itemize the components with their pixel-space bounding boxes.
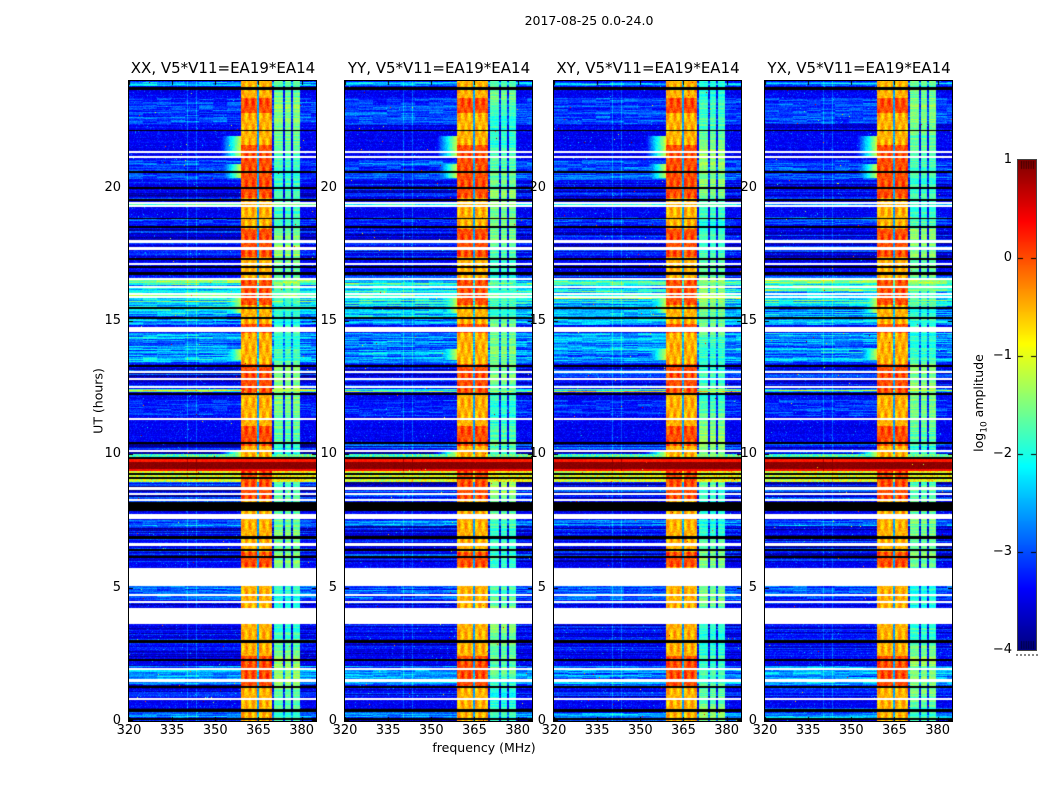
y-tick-label: 15 — [320, 313, 337, 328]
x-tick-label: 365 — [671, 723, 696, 738]
y-tick-label: 10 — [104, 446, 121, 462]
x-tick-label: 320 — [541, 723, 567, 738]
y-tick-label: 5 — [328, 579, 337, 595]
x-axis-label: frequency (MHz) — [432, 740, 536, 755]
x-tick-label: 365 — [246, 723, 271, 738]
figure-title: 2017-08-25 0.0-24.0 — [524, 13, 654, 28]
x-tick-label: 335 — [795, 723, 821, 738]
x-tick-label: 335 — [375, 723, 401, 738]
panel-title-yx: YX, V5*V11=EA19*EA14 — [767, 59, 951, 77]
x-tick-label: 320 — [332, 723, 358, 738]
y-tick-label: 20 — [740, 179, 757, 195]
colorbar-tick-label: 1 — [1003, 152, 1012, 167]
y-tick-label: 15 — [740, 313, 757, 328]
x-tick-label: 350 — [418, 723, 444, 738]
colorbar-dotted-edge — [1016, 654, 1038, 656]
y-tick-label: 0 — [328, 713, 337, 728]
y-axis-label: UT (hours) — [90, 368, 106, 434]
spectrogram-canvas-xy — [553, 80, 742, 722]
colorbar-label-post: amplitude — [970, 354, 986, 422]
x-tick-label: 380 — [714, 723, 740, 738]
panel-title-yy: YY, V5*V11=EA19*EA14 — [347, 59, 531, 77]
x-tick-label: 365 — [462, 723, 487, 738]
colorbar-label: log10 amplitude — [971, 354, 990, 452]
x-tick-label: 335 — [159, 723, 185, 738]
x-tick-label: 350 — [838, 723, 864, 738]
colorbar-tick-label: 0 — [1003, 250, 1012, 265]
x-tick-label: 365 — [882, 723, 907, 738]
y-tick-label: 0 — [537, 713, 546, 728]
y-tick-label: 5 — [537, 579, 546, 595]
x-tick-label: 350 — [627, 723, 653, 738]
panel-title-xy: XY, V5*V11=EA19*EA14 — [556, 59, 740, 77]
colorbar-label-sub: 10 — [979, 421, 990, 433]
y-tick-label: 0 — [112, 713, 121, 728]
spectrogram-canvas-yx — [764, 80, 953, 722]
y-tick-label: 20 — [320, 179, 337, 195]
y-tick-label: 5 — [748, 579, 757, 595]
colorbar-tick-label: −4 — [992, 642, 1012, 657]
x-tick-label: 350 — [202, 723, 228, 738]
x-tick-label: 380 — [289, 723, 315, 738]
y-tick-label: 10 — [740, 446, 757, 462]
y-tick-label: 5 — [112, 579, 121, 595]
x-tick-label: 320 — [116, 723, 142, 738]
y-tick-label: 15 — [529, 313, 546, 328]
y-tick-label: 10 — [529, 446, 546, 462]
spectrogram-canvas-yy — [344, 80, 533, 722]
colorbar-gradient — [1017, 159, 1037, 651]
spectrogram-canvas-xx — [128, 80, 317, 722]
colorbar-tick-label: −3 — [992, 544, 1012, 559]
y-tick-label: 20 — [529, 179, 546, 195]
y-tick-label: 10 — [320, 446, 337, 462]
x-tick-label: 320 — [752, 723, 778, 738]
y-tick-label: 15 — [104, 313, 121, 328]
panel-title-xx: XX, V5*V11=EA19*EA14 — [130, 59, 316, 77]
x-tick-label: 380 — [505, 723, 531, 738]
x-tick-label: 380 — [925, 723, 951, 738]
y-tick-label: 0 — [748, 713, 757, 728]
x-tick-label: 335 — [584, 723, 610, 738]
colorbar-tick-label: −1 — [992, 348, 1012, 363]
colorbar-tick-label: −2 — [992, 446, 1012, 461]
y-tick-label: 20 — [104, 179, 121, 195]
